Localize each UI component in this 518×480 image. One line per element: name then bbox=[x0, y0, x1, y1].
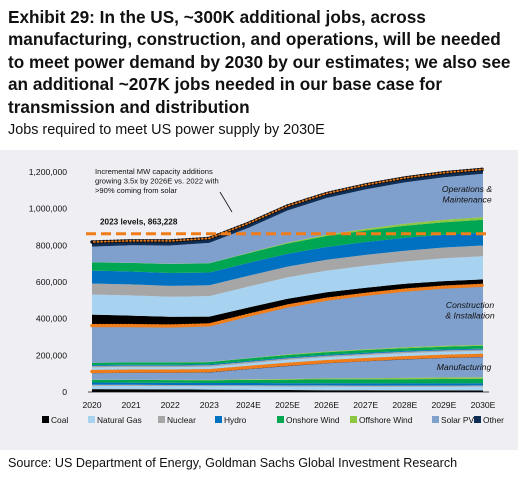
area-construction-installation-solar-pv bbox=[92, 285, 483, 363]
x-tick-label: 2026E bbox=[314, 400, 339, 410]
legend-swatch bbox=[474, 416, 481, 423]
legend: Coal Natural Gas Nuclear Hydro Onshore Wind O… bbox=[42, 415, 504, 425]
legend-swatch bbox=[88, 416, 95, 423]
legend-label: Solar PV bbox=[441, 415, 474, 425]
area-operations-maintenance-onshore-wind bbox=[92, 219, 483, 273]
legend-item-onshore-wind: Onshore Wind bbox=[277, 415, 340, 425]
reference-line-label: 2023 levels, 863,228 bbox=[100, 218, 178, 227]
axes: 0 200,000 400,000 600,000 800,000 1,000,000 1,… bbox=[29, 167, 496, 410]
y-tick-label: 0 bbox=[62, 387, 67, 397]
area-operations-maintenance-offshore-wind bbox=[92, 217, 483, 264]
source-note: Source: US Department of Energy, Goldman… bbox=[8, 456, 458, 470]
y-tick-label: 1,200,000 bbox=[29, 167, 67, 177]
x-tick-label: 2022 bbox=[161, 400, 180, 410]
legend-item-coal: Coal bbox=[42, 415, 68, 425]
area-operations-maintenance-other bbox=[92, 169, 483, 247]
area-operations-maintenance-hydro bbox=[92, 232, 483, 286]
x-tick-label: 2028E bbox=[392, 400, 417, 410]
y-tick-label: 400,000 bbox=[36, 314, 67, 324]
x-tick-label: 2024E bbox=[236, 400, 261, 410]
x-tick-label: 2025E bbox=[275, 400, 300, 410]
area-operations-maintenance-nuclear bbox=[92, 245, 483, 297]
x-tick-label: 2020 bbox=[82, 400, 101, 410]
group-label-operations: Operations & Maintenance bbox=[442, 184, 492, 205]
legend-item-natural-gas: Natural Gas bbox=[88, 415, 142, 425]
area-construction-installation-onshore-wind bbox=[92, 345, 483, 366]
area-manufacturing-nuclear bbox=[92, 384, 483, 387]
y-tick-label: 1,000,000 bbox=[29, 204, 67, 214]
area-construction-installation-natural-gas bbox=[92, 350, 483, 372]
exhibit-title: Exhibit 29: In the US, ~300K additional … bbox=[8, 7, 511, 117]
chart-subtitle: Jobs required to meet US power supply by… bbox=[8, 122, 325, 138]
area-operations-maintenance-solar-pv bbox=[92, 173, 483, 264]
area-manufacturing-onshore-wind bbox=[92, 378, 483, 384]
legend-swatch bbox=[215, 416, 222, 423]
legend-label: Nuclear bbox=[167, 415, 196, 425]
annotation-leader-line bbox=[219, 191, 233, 213]
group-boundary-line bbox=[90, 353, 485, 374]
legend-label: Hydro bbox=[224, 415, 247, 425]
group-label-manufacturing: Manufacturing bbox=[437, 362, 492, 372]
legend-swatch bbox=[158, 416, 165, 423]
area-construction-installation-hydro bbox=[92, 348, 483, 366]
x-tick-label: 2023 bbox=[200, 400, 219, 410]
y-tick-label: 800,000 bbox=[36, 240, 67, 250]
area-manufacturing-natural-gas bbox=[92, 385, 483, 391]
legend-label: Natural Gas bbox=[97, 415, 142, 425]
legend-swatch bbox=[432, 416, 439, 423]
annotations: 2023 levels, 863,228 Incremental MW capa… bbox=[86, 167, 495, 372]
x-tick-label: 2027E bbox=[353, 400, 378, 410]
area-construction-installation-offshore-wind bbox=[92, 344, 483, 363]
area-manufacturing-hydro bbox=[92, 382, 483, 386]
legend-label: Coal bbox=[51, 415, 68, 425]
legend-item-hydro: Hydro bbox=[215, 415, 247, 425]
group-boundary-dots bbox=[90, 167, 485, 374]
y-tick-label: 200,000 bbox=[36, 350, 67, 360]
area-manufacturing-offshore-wind bbox=[92, 377, 483, 381]
legend-item-solar-pv: Solar PV bbox=[432, 415, 474, 425]
area-operations-maintenance-natural-gas bbox=[92, 256, 483, 317]
group-label-construction: Construction & Installation bbox=[445, 300, 494, 321]
x-tick-label: 2021 bbox=[122, 400, 141, 410]
stacked-area-chart: 0 200,000 400,000 600,000 800,000 1,000,000 1,… bbox=[29, 167, 504, 425]
annotation-text: Incremental MW capacity additions growing… bbox=[95, 167, 219, 195]
chart-panel: 0 200,000 400,000 600,000 800,000 1,000,000 1,… bbox=[0, 150, 518, 450]
x-tick-label: 2030E bbox=[471, 400, 496, 410]
legend-item-nuclear: Nuclear bbox=[158, 415, 196, 425]
legend-item-offshore-wind: Offshore Wind bbox=[350, 415, 413, 425]
area-construction-installation-nuclear bbox=[92, 349, 483, 368]
legend-item-other: Other bbox=[474, 415, 504, 425]
group-boundary-line-accent bbox=[91, 168, 484, 243]
x-tick-label: 2029E bbox=[431, 400, 456, 410]
legend-label: Onshore Wind bbox=[286, 415, 340, 425]
legend-swatch bbox=[42, 416, 49, 423]
legend-label: Other bbox=[483, 415, 504, 425]
legend-swatch bbox=[277, 416, 284, 423]
legend-label: Offshore Wind bbox=[359, 415, 413, 425]
area-manufacturing-solar-pv bbox=[92, 357, 483, 380]
legend-swatch bbox=[350, 416, 357, 423]
area-manufacturing-coal bbox=[92, 389, 483, 392]
group-boundary-line bbox=[90, 283, 485, 328]
y-tick-label: 600,000 bbox=[36, 277, 67, 287]
